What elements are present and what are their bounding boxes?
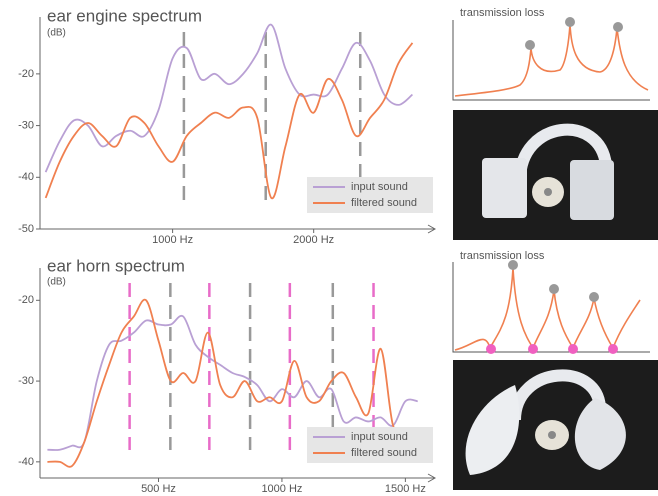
inset-label: transmission loss (460, 7, 545, 19)
inset-dot (508, 260, 518, 270)
inset-dot (589, 292, 599, 302)
x-axis-arrow (427, 473, 437, 483)
inset-dot (613, 22, 623, 32)
inset-dot (549, 284, 559, 294)
chart: ear horn spectrum (dB) -40 -30 -20 500 Hz 1000… (18, 256, 437, 495)
y-tick-label: -30 (18, 119, 34, 131)
chart: ear engine spectrum (dB) -50 -40 -30 -20 1000 … (18, 6, 437, 246)
data-line (44, 42, 414, 199)
data-line (47, 298, 418, 468)
y-axis-label: (dB) (47, 28, 66, 39)
data-line (47, 314, 418, 451)
legend-label: input sound (351, 181, 408, 193)
legend-label: input sound (351, 431, 408, 443)
photo-engine (453, 110, 658, 240)
inset-bottom: transmission loss (452, 250, 650, 354)
x-tick-label: 1000 Hz (261, 483, 302, 495)
x-tick-label: 1500 Hz (385, 483, 426, 495)
x-tick-label: 1000 Hz (152, 234, 193, 246)
chart-title: ear engine spectrum (47, 6, 202, 25)
inset-dot (568, 344, 578, 354)
y-tick-label: -20 (18, 68, 34, 80)
photo-horn (453, 360, 658, 490)
y-tick-label: -40 (18, 456, 34, 468)
inset-axes (452, 20, 650, 101)
legend-label: filtered sound (351, 197, 417, 209)
inset-curve (454, 267, 641, 351)
inset-curve (454, 23, 649, 97)
y-tick-label: -40 (18, 171, 34, 183)
inset-dot (528, 344, 538, 354)
inset-dot (486, 344, 496, 354)
y-tick-label: -50 (18, 223, 34, 235)
x-tick-label: 2000 Hz (293, 234, 334, 246)
y-axis-label: (dB) (47, 277, 66, 288)
x-axis-arrow (427, 224, 437, 234)
legend-box (307, 177, 433, 213)
inset-top: transmission loss (452, 7, 650, 101)
inset-dot (525, 40, 535, 50)
legend-box (307, 427, 433, 463)
x-tick-label: 500 Hz (141, 483, 176, 495)
inset-axes (452, 262, 650, 353)
inset-dot (608, 344, 618, 354)
legend-label: filtered sound (351, 447, 417, 459)
y-tick-label: -20 (18, 294, 34, 306)
y-tick-label: -30 (18, 375, 34, 387)
data-line (44, 23, 414, 173)
chart-title: ear horn spectrum (47, 256, 185, 275)
inset-dot (565, 17, 575, 27)
inset-label: transmission loss (460, 250, 545, 262)
